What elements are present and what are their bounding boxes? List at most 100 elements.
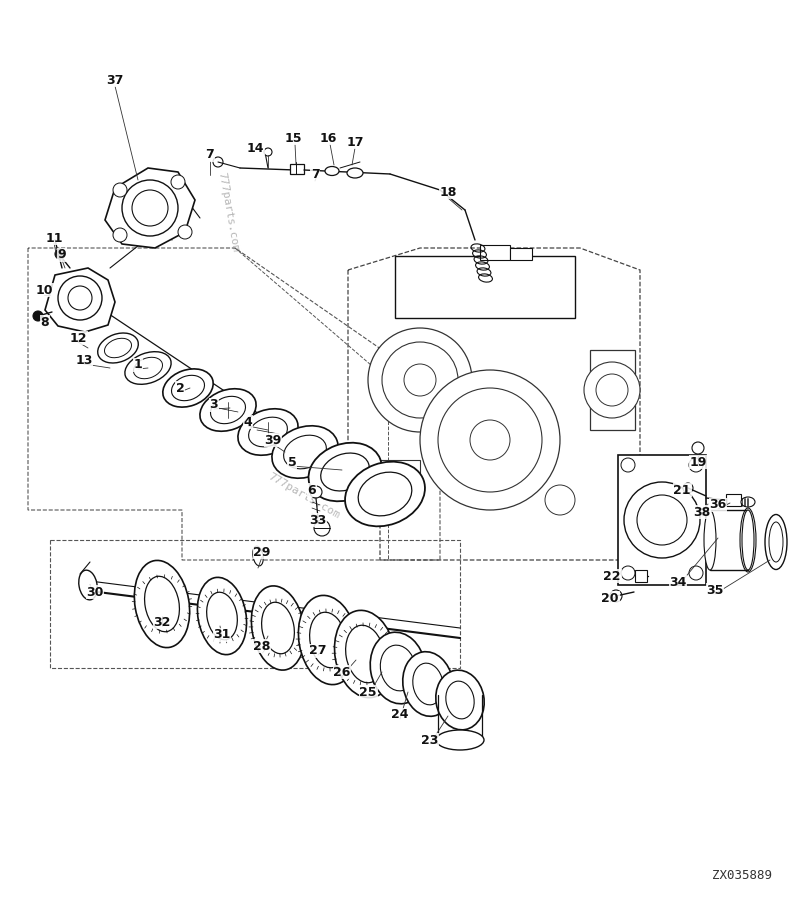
Text: 10: 10	[35, 283, 53, 297]
Circle shape	[382, 342, 458, 418]
Ellipse shape	[200, 389, 256, 431]
Ellipse shape	[253, 546, 263, 566]
Circle shape	[404, 364, 436, 396]
Circle shape	[213, 157, 223, 167]
Text: 32: 32	[154, 615, 170, 629]
Ellipse shape	[436, 670, 484, 730]
Bar	[726, 494, 741, 506]
Bar	[635, 570, 647, 582]
Text: 14: 14	[246, 142, 264, 154]
Ellipse shape	[134, 357, 162, 379]
Ellipse shape	[145, 576, 179, 631]
Text: 38: 38	[694, 505, 710, 519]
Circle shape	[610, 590, 622, 602]
Text: 19: 19	[690, 456, 706, 468]
Circle shape	[33, 311, 43, 321]
Bar	[290, 164, 304, 174]
Circle shape	[624, 482, 700, 558]
Bar	[710, 510, 748, 570]
Circle shape	[171, 175, 185, 189]
Text: 777parts.com: 777parts.com	[266, 472, 342, 520]
Circle shape	[596, 374, 628, 406]
Ellipse shape	[298, 595, 358, 685]
Ellipse shape	[380, 645, 416, 691]
Text: 11: 11	[46, 232, 62, 244]
Ellipse shape	[345, 462, 425, 527]
Ellipse shape	[370, 632, 426, 704]
Ellipse shape	[206, 593, 238, 640]
Ellipse shape	[446, 681, 474, 719]
Circle shape	[689, 566, 703, 580]
Text: 777parts.com: 777parts.com	[664, 501, 688, 582]
Ellipse shape	[105, 338, 131, 358]
Ellipse shape	[742, 510, 754, 570]
Circle shape	[310, 486, 322, 498]
Text: 8: 8	[41, 316, 50, 328]
Ellipse shape	[346, 625, 384, 683]
Text: 2: 2	[176, 382, 184, 394]
Ellipse shape	[272, 426, 338, 478]
Circle shape	[122, 180, 178, 236]
Text: 31: 31	[214, 629, 230, 641]
Text: 13: 13	[75, 354, 93, 366]
Text: 4: 4	[244, 416, 252, 428]
Circle shape	[68, 286, 92, 310]
Text: 25: 25	[359, 686, 377, 698]
Circle shape	[314, 520, 330, 536]
Circle shape	[178, 225, 192, 239]
Ellipse shape	[310, 612, 346, 667]
Ellipse shape	[98, 333, 138, 363]
Text: 20: 20	[602, 592, 618, 604]
Text: 5: 5	[288, 456, 296, 468]
Circle shape	[420, 370, 560, 510]
Text: 777parts.com: 777parts.com	[216, 171, 240, 253]
Bar	[510, 248, 532, 260]
Polygon shape	[105, 168, 195, 248]
Text: 35: 35	[706, 584, 724, 596]
Text: 28: 28	[254, 640, 270, 652]
Ellipse shape	[78, 570, 98, 600]
Ellipse shape	[309, 443, 382, 502]
Ellipse shape	[769, 522, 783, 562]
Circle shape	[637, 495, 687, 545]
Polygon shape	[45, 268, 115, 332]
Text: 39: 39	[264, 434, 282, 446]
Ellipse shape	[402, 652, 454, 716]
Circle shape	[621, 458, 635, 472]
Circle shape	[683, 483, 693, 493]
Text: 36: 36	[710, 499, 726, 511]
Ellipse shape	[198, 577, 246, 655]
Ellipse shape	[249, 417, 287, 446]
Ellipse shape	[125, 352, 171, 384]
Text: 7: 7	[310, 169, 319, 181]
Circle shape	[692, 442, 704, 454]
Circle shape	[55, 249, 65, 259]
Ellipse shape	[251, 586, 305, 670]
Ellipse shape	[134, 560, 190, 648]
Circle shape	[438, 388, 542, 492]
Ellipse shape	[334, 611, 395, 697]
Text: 18: 18	[439, 186, 457, 198]
Ellipse shape	[171, 375, 205, 400]
Circle shape	[689, 458, 703, 472]
Text: 34: 34	[670, 575, 686, 588]
Circle shape	[545, 485, 575, 515]
Ellipse shape	[163, 369, 213, 407]
Text: 17: 17	[346, 135, 364, 149]
Ellipse shape	[413, 663, 443, 704]
Ellipse shape	[765, 514, 787, 569]
Text: ZX035889: ZX035889	[712, 869, 772, 882]
Text: 27: 27	[310, 645, 326, 658]
Bar	[380, 460, 420, 490]
Text: 37: 37	[106, 73, 124, 87]
Ellipse shape	[358, 472, 412, 516]
Text: 9: 9	[58, 248, 66, 262]
Ellipse shape	[436, 730, 484, 750]
Text: 26: 26	[334, 666, 350, 678]
Text: 16: 16	[319, 132, 337, 144]
Ellipse shape	[321, 453, 370, 491]
Text: 22: 22	[603, 569, 621, 583]
Text: 33: 33	[310, 513, 326, 527]
Ellipse shape	[325, 167, 339, 176]
Text: 15: 15	[284, 132, 302, 144]
